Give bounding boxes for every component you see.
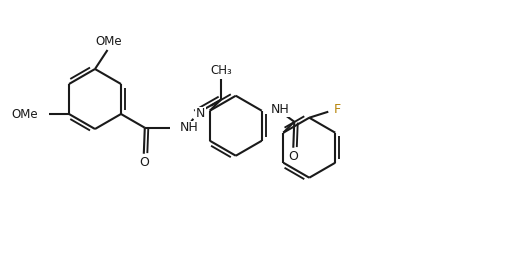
Text: OMe: OMe <box>11 107 38 120</box>
Text: F: F <box>332 103 340 116</box>
Text: O: O <box>138 156 149 169</box>
Text: OMe: OMe <box>95 35 122 48</box>
Text: O: O <box>288 150 298 163</box>
Text: NH: NH <box>180 121 198 134</box>
Text: CH₃: CH₃ <box>210 64 231 77</box>
Text: N: N <box>195 107 205 120</box>
Text: NH: NH <box>270 103 289 116</box>
